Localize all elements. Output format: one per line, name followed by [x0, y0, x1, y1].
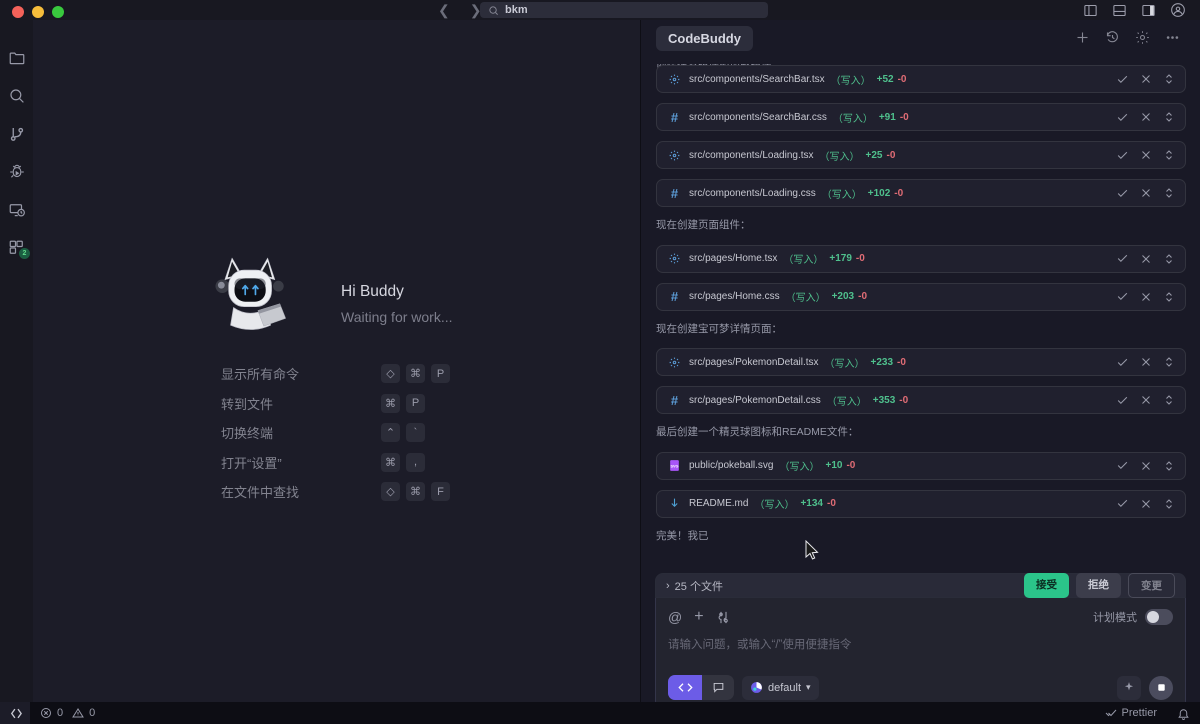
svg-text:SVG: SVG [671, 465, 679, 469]
